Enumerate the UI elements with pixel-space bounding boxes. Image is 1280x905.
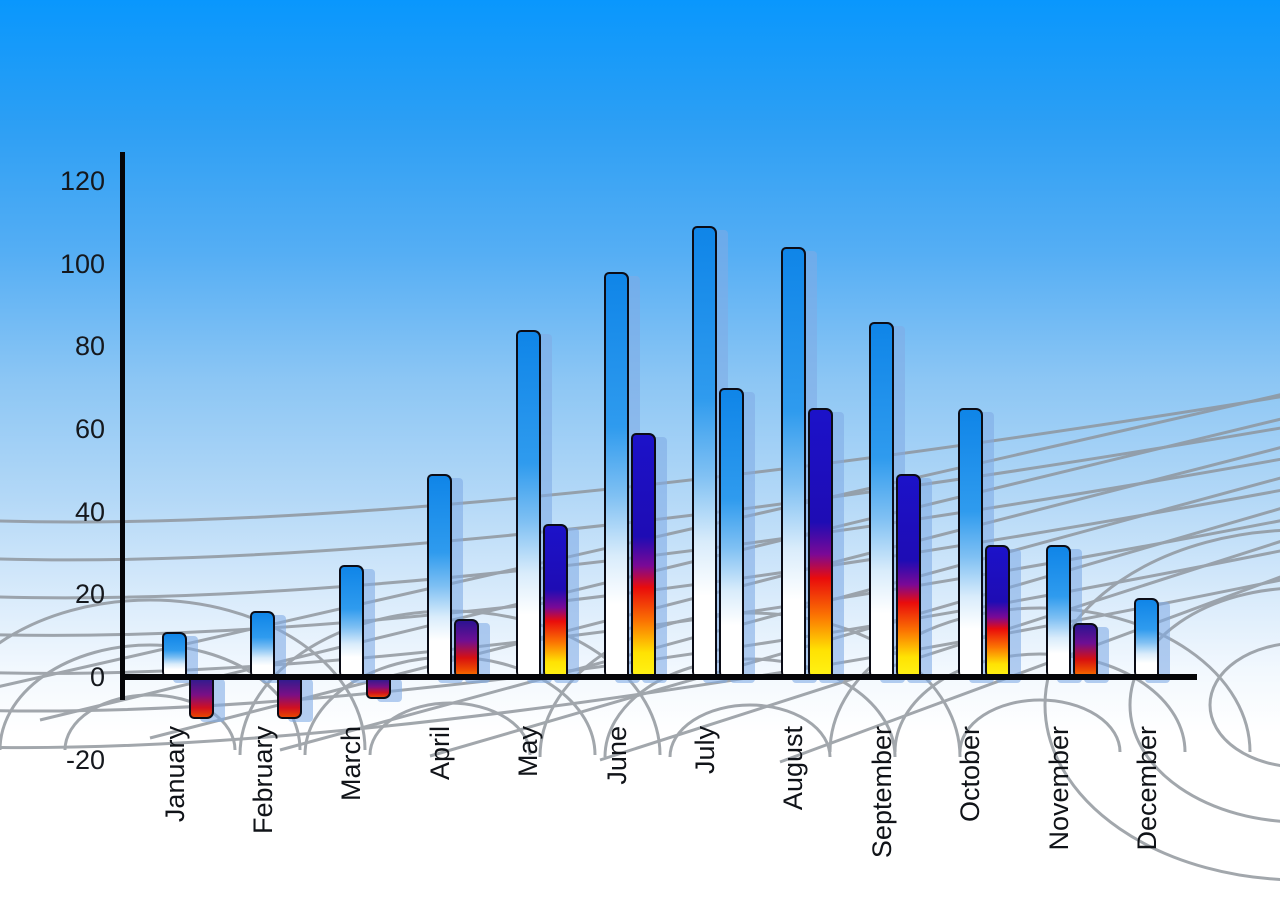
bar-june-secondary: [631, 433, 656, 677]
x-label-text: June: [601, 726, 632, 785]
x-label-september: September: [865, 726, 899, 858]
bar-january-secondary: [189, 680, 214, 720]
x-label-text: April: [424, 726, 455, 781]
bar-may-secondary: [542, 524, 568, 677]
bar-august-secondary: [807, 408, 833, 677]
x-label-july: July: [688, 726, 722, 774]
bar-august-primary: [780, 247, 806, 677]
bar-december-primary: [1134, 598, 1160, 677]
bar-january-primary: [162, 631, 187, 677]
x-label-text: March: [336, 726, 367, 802]
bar-february-secondary: [277, 680, 303, 720]
bar-march-primary: [338, 565, 364, 677]
x-label-march: March: [334, 726, 368, 801]
x-label-text: February: [247, 726, 278, 835]
x-label-february: February: [246, 726, 280, 834]
y-tick--20: -20: [65, 744, 105, 775]
x-label-november: November: [1042, 726, 1076, 851]
x-label-january: January: [158, 726, 192, 822]
bar-september-secondary: [896, 474, 922, 677]
bar-july-primary: [692, 226, 718, 677]
bar-april-primary: [427, 474, 453, 677]
bar-september-primary: [869, 321, 895, 677]
bar-july-secondary: [719, 387, 745, 677]
bar-october-secondary: [984, 544, 1010, 677]
x-label-december: December: [1130, 726, 1164, 851]
x-label-october: October: [953, 726, 987, 822]
x-label-may: May: [511, 726, 545, 777]
x-axis-line: [120, 674, 1197, 680]
y-tick-80: 80: [74, 331, 105, 362]
x-label-text: January: [159, 726, 190, 823]
bar-april-secondary: [454, 619, 480, 677]
bar-march-secondary: [365, 680, 391, 699]
x-label-text: August: [778, 726, 809, 811]
x-label-text: May: [513, 726, 544, 778]
bar-november-secondary: [1073, 623, 1098, 677]
y-tick-100: 100: [59, 248, 105, 279]
y-axis-line: [120, 152, 125, 700]
x-label-april: April: [423, 726, 457, 780]
x-label-june: June: [600, 726, 634, 785]
y-tick-0: 0: [89, 662, 105, 692]
y-tick-20: 20: [74, 579, 105, 610]
y-tick-60: 60: [74, 414, 105, 444]
x-label-text: July: [689, 726, 720, 775]
x-label-text: October: [955, 726, 986, 823]
x-label-text: December: [1131, 726, 1162, 851]
bar-june-primary: [604, 271, 629, 677]
x-label-august: August: [776, 726, 810, 810]
bar-october-primary: [957, 408, 983, 677]
bar-november-primary: [1046, 544, 1071, 677]
bar-february-primary: [250, 610, 276, 677]
y-tick-120: 120: [59, 166, 105, 196]
y-tick-40: 40: [74, 496, 105, 527]
x-label-text: September: [866, 726, 897, 859]
x-label-text: November: [1043, 726, 1074, 851]
bar-may-primary: [515, 329, 541, 677]
